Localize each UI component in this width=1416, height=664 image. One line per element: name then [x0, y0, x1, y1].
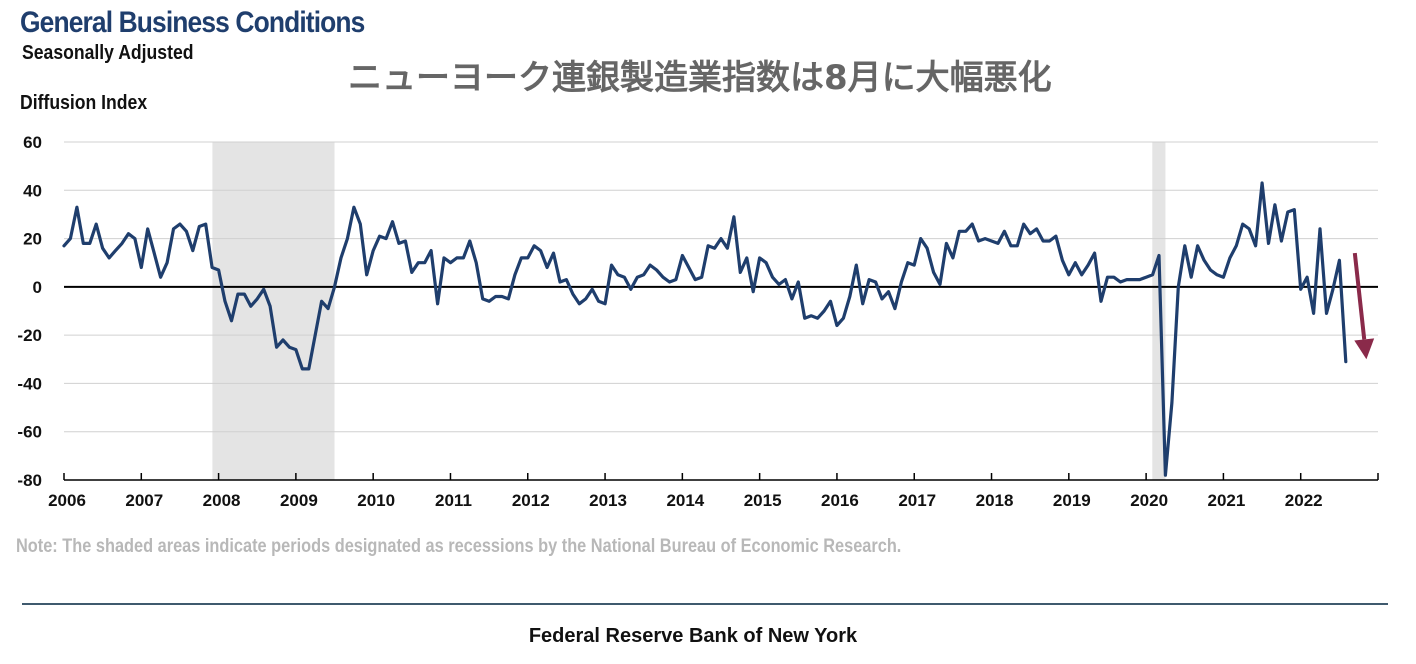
x-tick-layer: 2006 2007 2008 2009 2010 2011 2012 2013 2014 2015…: [48, 473, 1379, 510]
x-tick-label: 2006: [48, 491, 86, 510]
y-tick-label: 20: [23, 230, 42, 249]
y-tick-label: 40: [23, 181, 42, 200]
y-tick-label-layer: 60 40 20 0 -20 -40 -60 -80: [17, 133, 42, 490]
x-tick-label: 2010: [357, 491, 395, 510]
series-line-1: [62, 181, 1348, 477]
line-chart: 60 40 20 0 -20 -40 -60 -80 2006 2007 2008 2009 2010…: [17, 133, 1379, 510]
recession-band-1: [212, 142, 335, 480]
x-tick-label: 2019: [1053, 491, 1091, 510]
x-tick-label: 2008: [203, 491, 241, 510]
footer-source: Federal Reserve Bank of New York: [528, 625, 858, 647]
y-tick-label: -80: [17, 471, 42, 490]
x-tick-label: 2016: [821, 491, 859, 510]
chart-subtitle: Seasonally Adjusted: [22, 42, 194, 64]
x-tick-label: 2020: [1130, 491, 1168, 510]
footer-divider: [22, 603, 1388, 605]
y-tick-label: 60: [23, 133, 42, 152]
down-arrow-shaft: [1352, 252, 1367, 340]
x-tick-label: 2014: [666, 491, 704, 510]
y-tick-label: 0: [33, 278, 42, 297]
down-arrow-icon: [1354, 338, 1375, 360]
y-tick-label: -60: [17, 423, 42, 442]
x-tick-label: 2021: [1207, 491, 1245, 510]
x-tick-label: 2013: [589, 491, 627, 510]
x-tick-label: 2007: [125, 491, 163, 510]
japanese-headline: ニューヨーク連銀製造業指数は8月に大幅悪化: [348, 58, 1052, 98]
y-tick-label: -40: [17, 374, 42, 393]
x-tick-label: 2022: [1285, 491, 1323, 510]
x-tick-label: 2012: [512, 491, 550, 510]
y-tick-label: -20: [17, 326, 42, 345]
y-axis-label: Diffusion Index: [20, 92, 148, 114]
series-layer: [62, 181, 1348, 477]
recession-note: Note: The shaded areas indicate periods …: [16, 536, 902, 557]
chart-title: General Business Conditions: [20, 6, 365, 39]
x-tick-label: 2018: [976, 491, 1014, 510]
x-tick-label: 2017: [898, 491, 936, 510]
annotation-layer: [1352, 252, 1375, 360]
recession-shading-layer: [212, 142, 1166, 480]
x-tick-label: 2015: [744, 491, 782, 510]
x-tick-label: 2011: [435, 491, 472, 510]
x-tick-label: 2009: [280, 491, 318, 510]
